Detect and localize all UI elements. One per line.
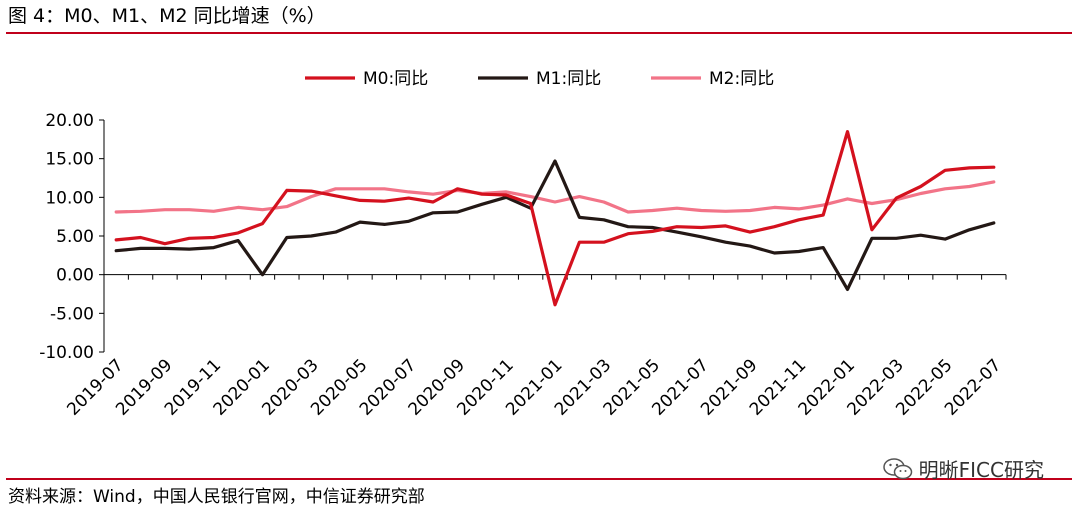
top-rule (6, 32, 1072, 34)
y-tick-label: 15.00 (45, 150, 94, 170)
y-tick-label: 5.00 (56, 227, 94, 247)
series-line-m0 (114, 130, 996, 307)
line-chart: M0:同比 M1:同比 M2:同比 20.00 15.00 10.00 5.00 0.00 -… (39, 69, 1007, 420)
wechat-icon (882, 457, 912, 479)
y-axis: 20.00 15.00 10.00 5.00 0.00 -5.00 -10.00 (39, 111, 105, 363)
legend-label-m1: M1:同比 (536, 69, 601, 89)
y-tick-label: -10.00 (39, 343, 94, 363)
chart-legend: M0:同比 M1:同比 M2:同比 (305, 69, 774, 89)
watermark: 明晰FICC研究 (882, 454, 1044, 483)
y-tick-label: -5.00 (50, 304, 94, 324)
bottom-rule (6, 478, 1072, 480)
figure-title: 图 4：M0、M1、M2 同比增速（%） (8, 5, 326, 27)
y-tick-label: 0.00 (56, 266, 94, 286)
legend-label-m0: M0:同比 (363, 69, 428, 89)
y-tick-label: 20.00 (45, 111, 94, 131)
legend-label-m2: M2:同比 (709, 69, 774, 89)
watermark-text: 明晰FICC研究 (918, 458, 1044, 482)
y-tick-label: 10.00 (45, 188, 94, 208)
series-group (114, 130, 996, 307)
series-line-m1 (114, 159, 996, 291)
source-note: 资料来源：Wind，中国人民银行官网，中信证券研究部 (8, 487, 425, 507)
x-axis: 2019-072019-092019-112020-012020-032020-… (63, 274, 1007, 420)
series-line-m2 (114, 180, 996, 214)
